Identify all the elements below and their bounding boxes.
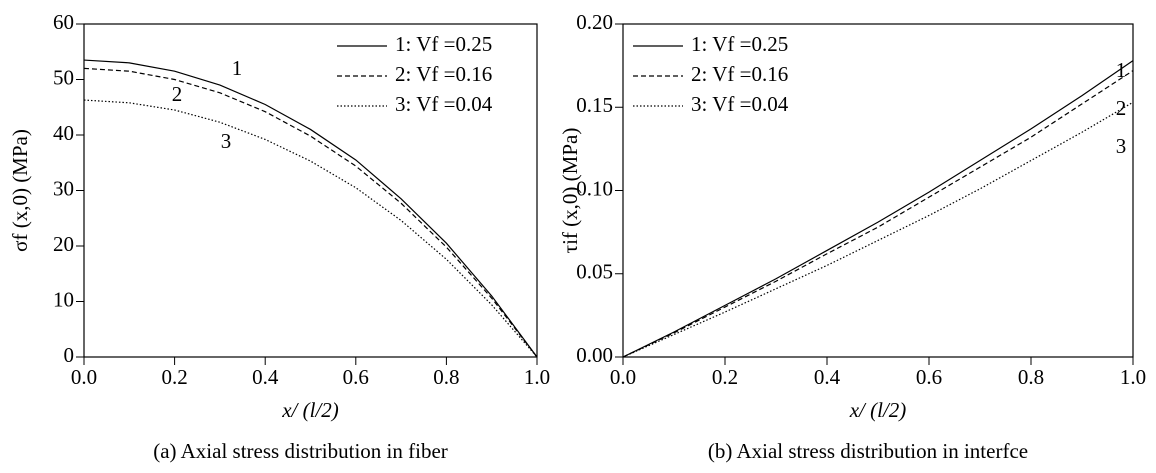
x-axis-label: x/ (l/2) — [849, 398, 907, 422]
y-tick-label: 0 — [64, 343, 75, 367]
curve — [83, 59, 538, 358]
y-tick-label: 60 — [53, 10, 74, 34]
y-tick-label: 0.10 — [576, 176, 613, 200]
curve — [622, 60, 1134, 358]
legend-label: 2: Vf =0.16 — [395, 62, 492, 86]
x-tick-label: 0.4 — [252, 365, 279, 389]
curve — [83, 99, 538, 358]
x-axis-label: x/ (l/2) — [281, 398, 339, 422]
y-axis-label: σf (x,0) (MPa) — [8, 129, 32, 252]
y-tick-label: 50 — [53, 65, 74, 89]
caption: (b) Axial stress distribution in interfc… — [708, 439, 1028, 463]
x-tick-label: 0.6 — [916, 365, 942, 389]
y-tick-label: 40 — [53, 121, 74, 145]
caption: (a) Axial stress distribution in fiber — [153, 439, 448, 463]
y-tick-label: 0.00 — [576, 343, 613, 367]
curve — [622, 101, 1134, 358]
y-tick-label: 10 — [53, 287, 74, 311]
x-tick-label: 1.0 — [1120, 365, 1146, 389]
curve-label: 1 — [1116, 58, 1127, 82]
x-tick-label: 0.4 — [814, 365, 841, 389]
y-axis-label: τif (x,0) (MPa) — [558, 128, 582, 254]
curve-label: 2 — [172, 82, 183, 106]
x-tick-label: 0.0 — [610, 365, 636, 389]
curve-label: 1 — [232, 56, 243, 80]
y-tick-label: 20 — [53, 232, 74, 256]
y-tick-label: 0.05 — [576, 260, 613, 284]
x-tick-label: 0.8 — [1018, 365, 1044, 389]
x-tick-label: 1.0 — [524, 365, 550, 389]
x-tick-label: 0.6 — [343, 365, 369, 389]
curve-label: 3 — [1116, 134, 1127, 158]
x-tick-label: 0.0 — [71, 365, 97, 389]
x-tick-label: 0.2 — [161, 365, 187, 389]
curve-label: 2 — [1116, 96, 1127, 120]
x-tick-label: 0.8 — [433, 365, 459, 389]
y-tick-label: 30 — [53, 176, 74, 200]
legend-label: 2: Vf =0.16 — [691, 62, 788, 86]
y-tick-label: 0.15 — [576, 93, 613, 117]
curve — [622, 70, 1134, 358]
legend-label: 3: Vf =0.04 — [395, 92, 493, 116]
legend-label: 1: Vf =0.25 — [691, 32, 788, 56]
curve-label: 3 — [221, 129, 232, 153]
x-tick-label: 0.2 — [712, 365, 738, 389]
y-tick-label: 0.20 — [576, 10, 613, 34]
legend-label: 1: Vf =0.25 — [395, 32, 492, 56]
curve — [83, 67, 538, 358]
legend-label: 3: Vf =0.04 — [691, 92, 789, 116]
